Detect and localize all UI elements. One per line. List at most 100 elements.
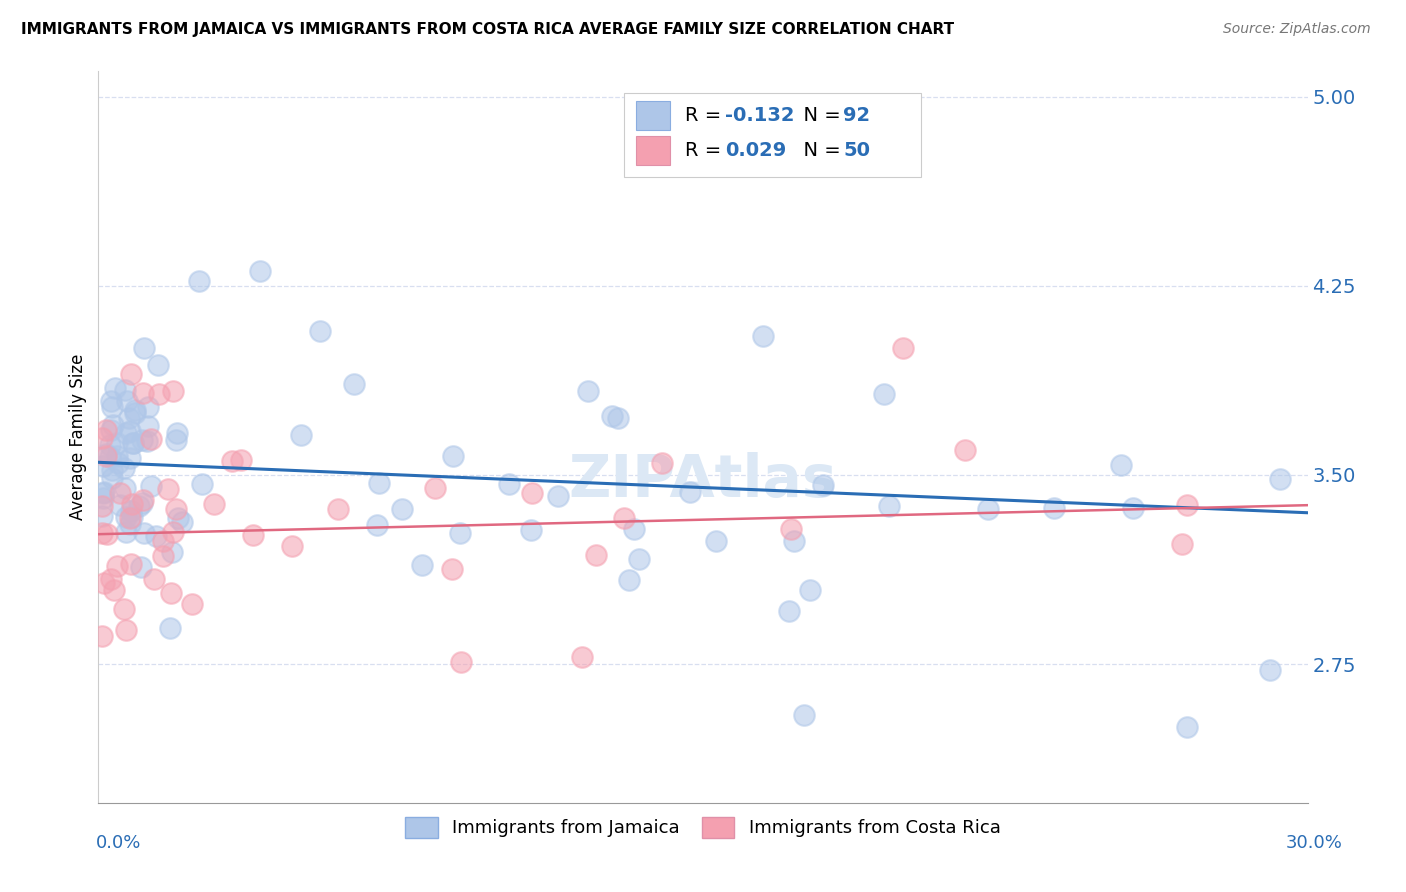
Point	[976, 501, 998, 516]
Point	[91, 485, 114, 500]
Point	[799, 582, 821, 597]
Text: 30.0%: 30.0%	[1286, 834, 1343, 852]
Point	[873, 387, 896, 401]
Point	[139, 479, 162, 493]
Point	[706, 533, 728, 548]
Point	[441, 561, 464, 575]
Point	[112, 461, 135, 475]
Point	[112, 602, 135, 616]
Point	[121, 510, 143, 524]
Point	[146, 359, 169, 373]
Point	[423, 481, 446, 495]
Point	[93, 459, 115, 474]
Point	[143, 572, 166, 586]
Point	[152, 549, 174, 564]
Point	[105, 558, 128, 573]
Point	[120, 516, 142, 531]
Point	[132, 493, 155, 508]
Point	[679, 485, 702, 500]
Text: R =: R =	[685, 106, 727, 125]
Point	[108, 486, 131, 500]
FancyBboxPatch shape	[637, 136, 671, 165]
Point	[114, 481, 136, 495]
Point	[778, 604, 800, 618]
Point	[120, 504, 142, 518]
Point	[576, 384, 599, 399]
Point	[780, 522, 803, 536]
Point	[450, 655, 472, 669]
Point	[231, 453, 253, 467]
Point	[120, 557, 142, 571]
Point	[148, 387, 170, 401]
Point	[120, 367, 142, 381]
Point	[281, 539, 304, 553]
Point	[94, 423, 117, 437]
Point	[1175, 720, 1198, 734]
Point	[811, 478, 834, 492]
Point	[157, 482, 180, 496]
Text: R =: R =	[685, 141, 727, 160]
Text: N =: N =	[792, 141, 848, 160]
Point	[1175, 498, 1198, 512]
Point	[114, 426, 136, 441]
Point	[172, 516, 194, 530]
Point	[166, 426, 188, 441]
Point	[152, 534, 174, 549]
Point	[110, 498, 132, 512]
Point	[617, 573, 640, 587]
Point	[411, 558, 433, 573]
Point	[101, 417, 124, 432]
Text: 0.0%: 0.0%	[96, 834, 141, 852]
Point	[783, 534, 806, 549]
Point	[136, 434, 159, 448]
Point	[121, 497, 143, 511]
Point	[290, 427, 312, 442]
Point	[159, 586, 181, 600]
Point	[139, 432, 162, 446]
Point	[100, 393, 122, 408]
Point	[101, 463, 124, 477]
Point	[221, 454, 243, 468]
Point	[100, 572, 122, 586]
Point	[118, 424, 141, 438]
Point	[91, 629, 114, 643]
Point	[159, 621, 181, 635]
Point	[441, 449, 464, 463]
Point	[449, 526, 471, 541]
Point	[101, 471, 124, 485]
Text: ZIPAtlas: ZIPAtlas	[568, 452, 838, 509]
Point	[1268, 472, 1291, 486]
Point	[98, 450, 121, 464]
Point	[103, 582, 125, 597]
Point	[368, 475, 391, 490]
Point	[1043, 501, 1066, 516]
Point	[131, 496, 153, 510]
Point	[120, 510, 142, 524]
Point	[613, 511, 636, 525]
Point	[129, 560, 152, 574]
Point	[104, 382, 127, 396]
Point	[202, 497, 225, 511]
Text: Source: ZipAtlas.com: Source: ZipAtlas.com	[1223, 22, 1371, 37]
Point	[124, 403, 146, 417]
Point	[623, 522, 645, 536]
Point	[498, 476, 520, 491]
Y-axis label: Average Family Size: Average Family Size	[69, 354, 87, 520]
Point	[520, 486, 543, 500]
Point	[891, 342, 914, 356]
Point	[181, 597, 204, 611]
Point	[134, 525, 156, 540]
Point	[91, 499, 114, 513]
Point	[547, 489, 569, 503]
Point	[91, 431, 114, 445]
Point	[96, 526, 118, 541]
Point	[96, 450, 118, 464]
Point	[1171, 537, 1194, 551]
Point	[100, 438, 122, 452]
Text: N =: N =	[792, 106, 848, 125]
Point	[93, 484, 115, 499]
Point	[107, 456, 129, 470]
Point	[115, 394, 138, 409]
Legend: Immigrants from Jamaica, Immigrants from Costa Rica: Immigrants from Jamaica, Immigrants from…	[395, 806, 1011, 848]
Point	[877, 499, 900, 513]
